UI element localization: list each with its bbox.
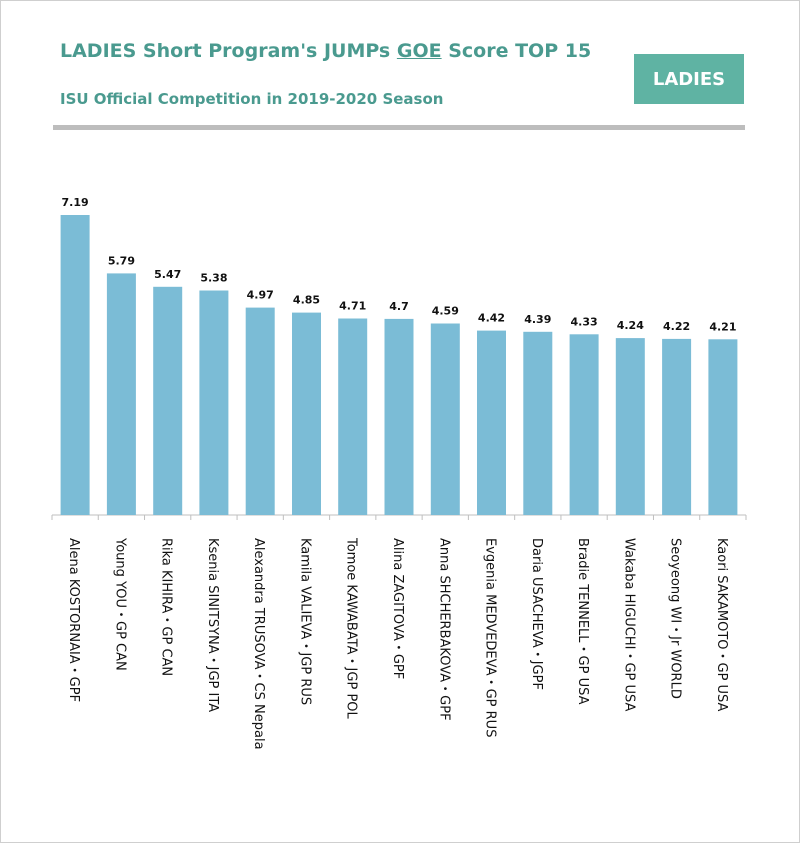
category-label-11: Daria USACHEVA・JGPF: [529, 538, 544, 690]
bar-4: [199, 290, 229, 515]
bar-8: [384, 318, 414, 515]
value-label-4: 5.38: [200, 272, 227, 285]
bar-15: [708, 339, 738, 515]
category-label-4: Ksenia SINITSYNA・JGP ITA: [205, 538, 220, 712]
value-label-15: 4.21: [709, 320, 736, 333]
chart-subtitle: ISU Official Competition in 2019-2020 Se…: [60, 90, 444, 108]
bar-6: [292, 312, 321, 515]
bar-14: [662, 338, 692, 515]
category-label-15: Kaori SAKAMOTO・GP USA: [714, 538, 729, 712]
category-label-3: Rika KIHIRA・GP CAN: [159, 538, 174, 676]
bar-12: [569, 334, 599, 515]
category-label-14: Seoyeong WI・Jr WORLD: [668, 538, 683, 699]
value-label-6: 4.85: [293, 294, 320, 307]
category-label-7: Tomoe KAWABATA・JGP POL: [344, 537, 359, 720]
bar-13: [615, 338, 645, 515]
value-label-5: 4.97: [247, 289, 274, 302]
value-label-1: 7.19: [62, 196, 89, 209]
value-label-9: 4.59: [432, 305, 459, 318]
bar-1: [60, 215, 90, 515]
value-label-14: 4.22: [663, 320, 690, 333]
category-label-2: Young YOU・GP CAN: [112, 537, 127, 671]
category-badge: LADIES: [634, 54, 744, 104]
category-label-13: Wakaba HIGUCHI・GP USA: [621, 538, 636, 712]
bar-9: [430, 323, 460, 515]
category-label-8: Alina ZAGITOVA・GPF: [390, 538, 405, 679]
value-label-7: 4.71: [339, 300, 366, 313]
category-label-6: Kamila VALIEVA・JGP RUS: [298, 538, 313, 705]
category-label-5: Alexandra TRUSOVA・CS Nepala: [251, 538, 266, 750]
value-label-13: 4.24: [617, 319, 644, 332]
bar-5: [245, 307, 275, 515]
category-label-10: Evgenia MEDVEDEVA・GP RUS: [483, 538, 498, 737]
bar-11: [523, 331, 553, 515]
value-label-10: 4.42: [478, 312, 505, 325]
category-label-9: Anna SHCHERBAKOVA・GPF: [436, 538, 451, 721]
bar-2: [106, 273, 136, 515]
bar-3: [153, 286, 183, 515]
bar-7: [338, 318, 368, 515]
category-label-12: Bradie TENNELL・GP USA: [575, 538, 590, 705]
value-label-3: 5.47: [154, 268, 181, 281]
value-label-12: 4.33: [571, 315, 598, 328]
header-divider: [53, 125, 745, 130]
category-label-1: Alena KOSTORNAIA・GPF: [66, 538, 81, 702]
chart-title: LADIES Short Program's JUMPs GOE Score T…: [60, 40, 592, 62]
value-label-2: 5.79: [108, 254, 135, 267]
value-label-11: 4.39: [524, 313, 551, 326]
title-goe: GOE: [396, 40, 442, 62]
bar-10: [477, 330, 506, 515]
value-label-8: 4.7: [389, 300, 409, 313]
